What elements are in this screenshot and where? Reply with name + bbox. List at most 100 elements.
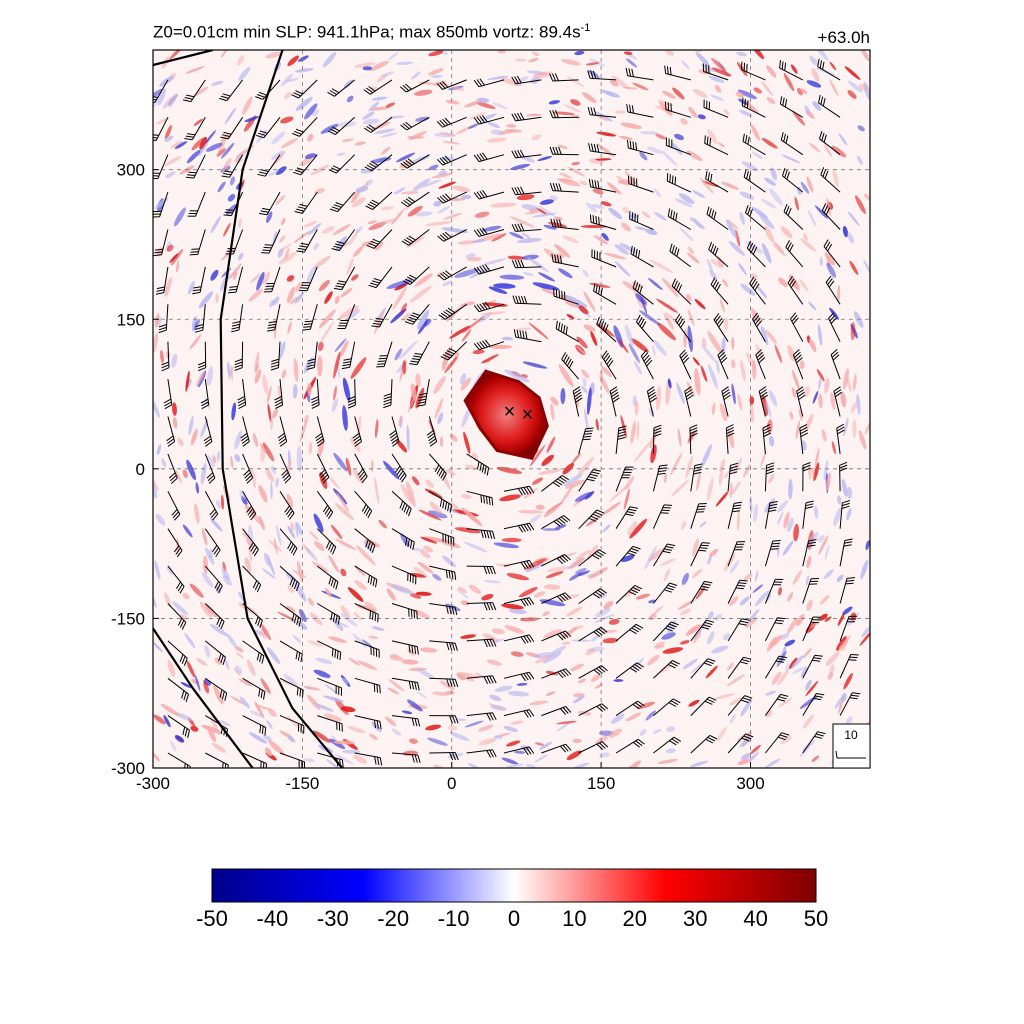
wind-barb-flag xyxy=(785,239,791,248)
wind-barb-shaft xyxy=(825,282,841,305)
vorticity-streak xyxy=(541,528,561,531)
wind-barb xyxy=(194,304,206,333)
wind-barb-flag xyxy=(705,171,708,180)
vorticity-streak xyxy=(543,629,563,639)
wind-barb-flag xyxy=(195,324,204,328)
wind-barb xyxy=(401,229,430,246)
vorticity-streak xyxy=(833,507,842,527)
wind-barb-shaft xyxy=(615,623,637,642)
wind-barb-flag xyxy=(766,465,775,469)
vorticity-streak xyxy=(302,543,311,554)
wind-barb xyxy=(391,677,420,691)
colorbar-tick-labels: -50 -40 -30 -20 -10 0 10 20 30 40 50 xyxy=(196,906,828,931)
wind-barb-flag xyxy=(629,550,637,554)
wind-barb-shaft xyxy=(515,154,542,159)
vorticity-streak xyxy=(583,291,596,312)
wind-barb-flag xyxy=(271,361,279,365)
vorticity-streak xyxy=(294,68,314,73)
wind-barb-flag xyxy=(592,70,597,79)
wind-barb-flag xyxy=(597,589,605,596)
wind-barb xyxy=(825,275,841,305)
vorticity-streak xyxy=(400,533,410,547)
wind-barb-flag xyxy=(662,550,671,554)
wind-barb-flag xyxy=(223,214,232,217)
wind-barb-flag xyxy=(444,231,452,238)
vorticity-streak xyxy=(717,142,725,148)
vorticity-streak xyxy=(287,525,296,539)
wind-barb-shaft xyxy=(742,141,766,156)
vorticity-streak xyxy=(695,52,710,66)
vorticity-streak xyxy=(217,181,226,193)
wind-barb-flag xyxy=(603,352,609,360)
wind-barb xyxy=(721,386,731,417)
wind-barb xyxy=(291,79,318,99)
vorticity-streak xyxy=(521,254,539,260)
vorticity-streak xyxy=(739,211,746,225)
wind-barb xyxy=(833,386,843,417)
wind-barb-flag xyxy=(653,424,662,429)
vorticity-streak xyxy=(566,314,575,320)
wind-barb-flag xyxy=(220,136,229,140)
wind-barb-flag xyxy=(721,386,729,392)
wind-barb-flag xyxy=(283,474,290,481)
vorticity-streak xyxy=(861,626,870,638)
wind-barb-flag xyxy=(558,322,561,331)
wind-barb-flag xyxy=(486,467,490,476)
vorticity-streak xyxy=(632,82,649,91)
wind-barb-flag xyxy=(556,595,564,603)
wind-barb-flag xyxy=(410,609,413,618)
wind-barb-flag xyxy=(418,392,428,396)
wind-barb-shaft xyxy=(743,176,766,193)
vorticity-streak xyxy=(653,644,665,649)
wind-barb-flag xyxy=(293,171,302,176)
wind-barb-flag xyxy=(342,363,351,367)
wind-barb xyxy=(578,549,607,567)
vorticity-streak xyxy=(224,107,237,125)
wind-barb-flag xyxy=(758,357,766,364)
vorticity-streak xyxy=(206,455,215,468)
wind-barb-flag xyxy=(279,441,287,447)
vorticity-streak xyxy=(702,337,707,348)
vorticity-streak xyxy=(830,392,836,410)
wind-barb-flag xyxy=(644,357,651,365)
vorticity-streak xyxy=(811,755,820,762)
wind-barb-flag xyxy=(414,754,418,763)
vorticity-streak xyxy=(460,377,471,391)
wind-barb-flag xyxy=(593,143,597,152)
vorticity-streak xyxy=(858,84,869,91)
colorbar-gradient xyxy=(211,868,817,903)
vorticity-streak xyxy=(792,570,802,585)
wind-barb-flag xyxy=(742,133,745,142)
vorticity-streak xyxy=(230,695,247,706)
vorticity-streak xyxy=(242,96,253,115)
wind-barb xyxy=(185,154,206,179)
wind-barb-flag xyxy=(327,511,334,520)
wind-barb xyxy=(836,423,845,454)
wind-barb-flag xyxy=(573,389,581,395)
wind-barb-flag xyxy=(281,469,288,476)
wind-barb-flag xyxy=(369,610,371,619)
storm-center-markers: × × xyxy=(504,401,534,426)
wind-barb xyxy=(327,79,356,97)
wind-barb-flag xyxy=(483,566,488,575)
vorticity-streak xyxy=(634,400,639,416)
wind-barb xyxy=(764,655,787,679)
wind-barb-flag xyxy=(237,395,245,401)
vorticity-streak xyxy=(611,713,625,724)
vorticity-streak xyxy=(694,221,704,230)
vorticity-streak xyxy=(234,430,242,450)
vorticity-field xyxy=(153,50,870,768)
wind-barb-flag xyxy=(193,286,202,289)
vorticity-streak xyxy=(298,608,307,623)
wind-barb xyxy=(764,501,778,529)
wind-barb-flag xyxy=(442,194,449,202)
vorticity-streak xyxy=(167,659,176,677)
vorticity-streak xyxy=(553,111,575,116)
wind-barb-shaft xyxy=(391,677,418,683)
wind-barb-flag xyxy=(762,426,771,432)
vorticity-streak xyxy=(354,580,367,591)
wind-barb-flag xyxy=(413,355,422,358)
wind-barb-shaft xyxy=(690,658,709,679)
vorticity-streak xyxy=(711,402,716,415)
wind-barb-shaft xyxy=(391,603,417,612)
